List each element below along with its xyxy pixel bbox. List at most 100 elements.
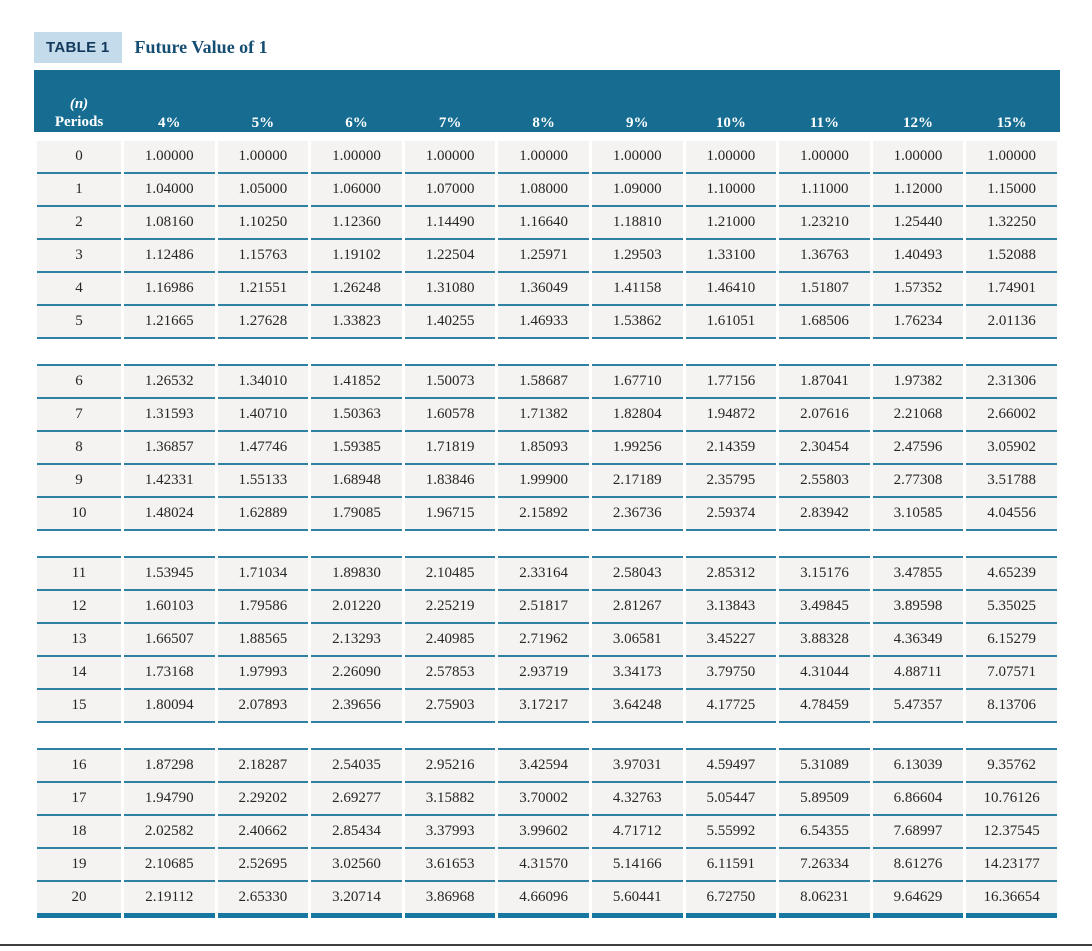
value-cell: 2.07616 (779, 399, 870, 432)
value-cell: 1.00000 (685, 141, 777, 174)
value-cell: 1.16640 (498, 207, 589, 240)
value-cell: 12.37545 (966, 816, 1057, 849)
value-cell: 2.40662 (217, 816, 309, 849)
value-cell: 1.12360 (311, 207, 402, 240)
table-row: 4 1.16986 1.21551 1.26248 1.31080 1.36049 1.41… (37, 273, 1057, 306)
value-cell: 6.11591 (685, 849, 777, 882)
value-cell: 4.88711 (872, 657, 964, 690)
value-cell: 2.40985 (404, 624, 496, 657)
value-cell: 1.00000 (498, 141, 589, 174)
value-cell: 2.02582 (124, 816, 215, 849)
value-cell: 6.54355 (779, 816, 870, 849)
value-cell: 1.52088 (966, 240, 1057, 273)
value-cell: 2.77308 (872, 465, 964, 498)
value-cell: 3.45227 (685, 624, 777, 657)
value-cell: 2.15892 (498, 498, 589, 531)
spacer-cell (405, 339, 496, 364)
table-row: 8 1.36857 1.47746 1.59385 1.71819 1.85093 1.99… (37, 432, 1057, 465)
periods-header-label: Periods (54, 114, 104, 131)
value-cell: 16.36654 (966, 882, 1057, 918)
period-cell: 14 (37, 657, 121, 690)
value-cell: 2.93719 (498, 657, 589, 690)
spacer-cell (686, 723, 777, 748)
period-cell: 10 (37, 498, 121, 531)
value-cell: 7.26334 (779, 849, 870, 882)
period-cell: 17 (37, 783, 121, 816)
value-cell: 8.06231 (779, 882, 870, 918)
value-cell: 1.00000 (591, 141, 683, 174)
period-cell: 0 (37, 141, 121, 174)
spacer-cell (498, 723, 589, 748)
value-cell: 1.32250 (966, 207, 1057, 240)
rate-column-header: 7% (438, 115, 462, 131)
value-cell: 10.76126 (966, 783, 1057, 816)
value-cell: 1.34010 (217, 364, 309, 399)
value-cell: 5.14166 (591, 849, 683, 882)
value-cell: 4.32763 (591, 783, 683, 816)
value-cell: 1.36763 (779, 240, 870, 273)
table-row: 9 1.42331 1.55133 1.68948 1.83846 1.99900 2.17… (37, 465, 1057, 498)
value-cell: 2.39656 (311, 690, 402, 723)
table-card: TABLE 1 Future Value of 1 (n) Periods (34, 32, 1060, 918)
value-cell: 2.31306 (966, 364, 1057, 399)
spacer-cell (124, 339, 215, 364)
table-row: 11 1.53945 1.71034 1.89830 2.10485 2.33164 2.5… (37, 556, 1057, 591)
table-row: 20 2.19112 2.65330 3.20714 3.86968 4.66096 5.6… (37, 882, 1057, 918)
value-cell: 2.57853 (404, 657, 496, 690)
value-cell: 1.50073 (404, 364, 496, 399)
rate-column-header: 4% (158, 115, 181, 131)
table-row: 6 1.26532 1.34010 1.41852 1.50073 1.58687 1.67… (37, 364, 1057, 399)
value-cell: 3.88328 (779, 624, 870, 657)
value-cell: 1.22504 (404, 240, 496, 273)
value-cell: 4.04556 (966, 498, 1057, 531)
spacer-cell (779, 339, 870, 364)
group-spacer-row (37, 723, 1057, 748)
value-cell: 1.25971 (498, 240, 589, 273)
value-cell: 4.71712 (591, 816, 683, 849)
value-cell: 3.49845 (779, 591, 870, 624)
value-cell: 1.04000 (124, 174, 215, 207)
value-cell: 1.58687 (498, 364, 589, 399)
value-cell: 3.99602 (498, 816, 589, 849)
value-cell: 1.73168 (124, 657, 215, 690)
value-cell: 2.75903 (404, 690, 496, 723)
periods-column-header: (n) Periods (37, 70, 121, 141)
value-cell: 8.13706 (966, 690, 1057, 723)
period-cell: 4 (37, 273, 121, 306)
value-cell: 3.02560 (311, 849, 402, 882)
value-cell: 2.30454 (779, 432, 870, 465)
table-row: 0 1.00000 1.00000 1.00000 1.00000 1.00000 1.00… (37, 141, 1057, 174)
value-cell: 4.31570 (498, 849, 589, 882)
value-cell: 1.61051 (685, 306, 777, 339)
value-cell: 1.99256 (591, 432, 683, 465)
table-row: 7 1.31593 1.40710 1.50363 1.60578 1.71382 1.82… (37, 399, 1057, 432)
value-cell: 8.61276 (872, 849, 964, 882)
value-cell: 3.10585 (872, 498, 964, 531)
table-row: 10 1.48024 1.62889 1.79085 1.96715 2.15892 2.3… (37, 498, 1057, 531)
value-cell: 2.01220 (311, 591, 402, 624)
value-cell: 1.00000 (966, 141, 1057, 174)
rate-column-header: 11% (809, 115, 840, 131)
value-cell: 1.87298 (124, 748, 215, 783)
value-cell: 2.17189 (591, 465, 683, 498)
table-row: 14 1.73168 1.97993 2.26090 2.57853 2.93719 3.3… (37, 657, 1057, 690)
value-cell: 1.00000 (217, 141, 309, 174)
value-cell: 1.12000 (872, 174, 964, 207)
value-cell: 1.33100 (685, 240, 777, 273)
value-cell: 3.06581 (591, 624, 683, 657)
table-title-row: TABLE 1 Future Value of 1 (34, 32, 1060, 63)
value-cell: 1.33823 (311, 306, 402, 339)
value-cell: 1.10250 (217, 207, 309, 240)
value-cell: 1.31080 (404, 273, 496, 306)
value-cell: 7.68997 (872, 816, 964, 849)
value-cell: 2.58043 (591, 556, 683, 591)
value-cell: 2.59374 (685, 498, 777, 531)
value-cell: 1.88565 (217, 624, 309, 657)
period-cell: 18 (37, 816, 121, 849)
value-cell: 1.71819 (404, 432, 496, 465)
spacer-cell (37, 339, 121, 364)
period-cell: 5 (37, 306, 121, 339)
value-cell: 2.71962 (498, 624, 589, 657)
value-cell: 1.19102 (311, 240, 402, 273)
